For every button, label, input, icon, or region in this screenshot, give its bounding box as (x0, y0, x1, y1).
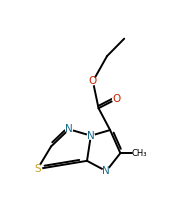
Text: S: S (34, 164, 41, 174)
Circle shape (87, 132, 94, 139)
Text: CH₃: CH₃ (132, 149, 147, 158)
Circle shape (33, 165, 42, 173)
Text: O: O (89, 76, 97, 86)
Circle shape (113, 96, 119, 103)
Circle shape (103, 168, 110, 174)
Circle shape (66, 126, 73, 133)
Text: N: N (65, 124, 73, 134)
Circle shape (89, 78, 96, 85)
Text: O: O (112, 94, 120, 104)
Text: N: N (102, 166, 110, 176)
Text: N: N (87, 131, 95, 141)
